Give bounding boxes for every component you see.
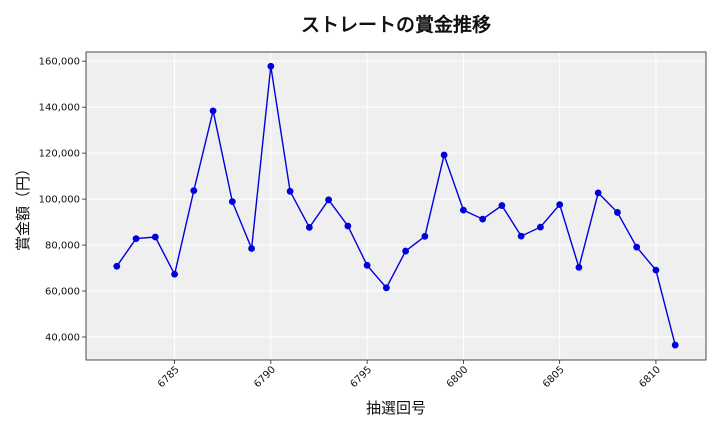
data-point: [171, 270, 178, 278]
y-tick-label: 160,000: [39, 57, 80, 68]
data-point: [440, 151, 448, 159]
data-series: [113, 62, 679, 349]
plot-frame: [85, 51, 707, 361]
data-point: [209, 107, 217, 115]
data-point: [575, 263, 583, 271]
data-point: [305, 223, 313, 231]
data-point: [614, 209, 621, 216]
y-tick-label: 140,000: [39, 103, 80, 114]
data-point: [498, 202, 506, 209]
y-tick-label: 40,000: [45, 333, 80, 344]
y-tick-label: 120,000: [39, 149, 80, 160]
data-point: [652, 266, 660, 274]
data-point: [517, 232, 525, 240]
data-point: [671, 341, 679, 349]
data-point: [228, 198, 236, 206]
data-point: [382, 284, 390, 292]
chart-title: ストレートの賞金推移: [301, 13, 491, 36]
data-point: [344, 222, 352, 230]
data-point: [151, 233, 159, 241]
data-point: [325, 196, 333, 204]
data-point: [633, 243, 641, 251]
data-point: [402, 247, 410, 255]
data-point: [537, 223, 544, 231]
y-axis-label: 賞金額（円）: [14, 161, 32, 251]
data-point: [459, 206, 467, 214]
y-tick-label: 60,000: [45, 287, 80, 298]
series-line: [116, 66, 676, 346]
data-point: [594, 189, 602, 197]
plot-area: [86, 52, 706, 360]
data-point: [421, 232, 429, 240]
y-axis-ticks: 40,000 60,000 80,000 100,000 120,000 140,000 1…: [39, 57, 86, 344]
y-tick-label: 80,000: [45, 241, 80, 252]
data-point: [190, 187, 198, 195]
x-axis-label: 抽選回号: [366, 399, 426, 417]
data-point: [132, 235, 140, 243]
data-point: [267, 62, 275, 70]
data-point: [556, 201, 564, 209]
data-point: [479, 215, 487, 223]
data-point: [363, 261, 371, 269]
data-point: [113, 262, 121, 270]
y-tick-label: 100,000: [39, 195, 80, 206]
grid-lines: [86, 52, 706, 360]
data-point: [248, 245, 255, 252]
data-point: [286, 187, 294, 195]
